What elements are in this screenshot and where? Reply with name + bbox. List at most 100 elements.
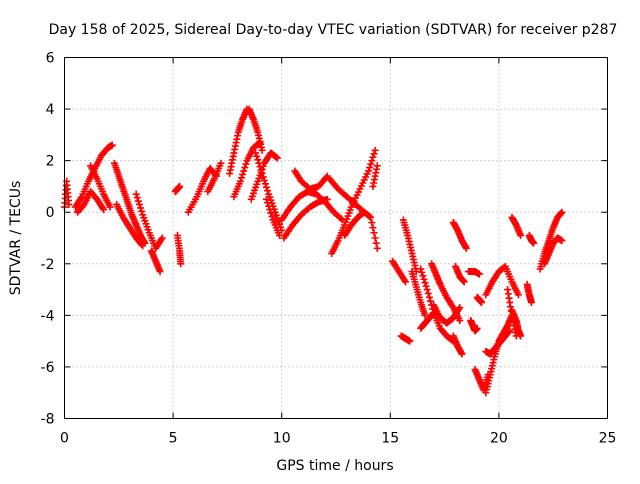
data-point xyxy=(425,293,433,301)
series-arc-40 xyxy=(471,366,492,394)
data-point xyxy=(156,268,164,276)
data-point xyxy=(373,244,381,252)
series-arc-34 xyxy=(451,262,468,286)
data-point xyxy=(240,167,248,175)
data-point xyxy=(323,195,331,203)
series-arc-47 xyxy=(525,231,538,247)
data-point xyxy=(421,311,429,319)
data-point xyxy=(420,275,428,283)
data-point xyxy=(106,203,114,211)
series-arc-20 xyxy=(280,195,331,242)
data-point xyxy=(370,150,378,158)
data-point xyxy=(256,139,264,147)
data-point xyxy=(137,204,145,212)
data-point xyxy=(369,224,377,232)
series-arc-35 xyxy=(449,219,470,252)
data-point xyxy=(108,141,116,149)
data-point xyxy=(367,160,375,168)
data-point xyxy=(456,317,464,325)
data-point xyxy=(132,190,140,198)
series-arc-5 xyxy=(110,159,149,247)
data-point xyxy=(371,146,379,154)
data-point xyxy=(135,200,143,208)
series-arc-6 xyxy=(113,200,147,250)
series-arc-32 xyxy=(428,260,464,325)
data-point xyxy=(426,297,434,305)
series-arc-27 xyxy=(399,216,420,276)
data-point xyxy=(138,207,146,215)
series-arc-13 xyxy=(226,105,251,178)
data-point xyxy=(264,187,272,195)
series-arc-3 xyxy=(74,188,108,216)
data-point xyxy=(517,231,525,239)
series-arc-37 xyxy=(464,268,483,278)
data-point xyxy=(517,332,525,340)
data-point xyxy=(257,166,265,174)
data-point xyxy=(255,139,263,147)
data-point xyxy=(65,200,73,208)
data-point xyxy=(100,206,108,214)
series-arc-15 xyxy=(230,139,264,201)
data-point xyxy=(417,265,425,273)
data-point xyxy=(473,324,481,332)
x-tick-label: 5 xyxy=(169,431,178,447)
series-arc-9 xyxy=(173,231,185,268)
series-arc-18 xyxy=(262,195,284,239)
series-arc-10 xyxy=(184,164,221,216)
y-tick-label: -4 xyxy=(41,308,55,324)
data-point xyxy=(514,291,522,299)
series-arc-11 xyxy=(171,182,184,196)
series-arc-28 xyxy=(397,332,414,345)
series-arc-49 xyxy=(536,208,566,273)
data-point xyxy=(366,164,374,172)
data-point xyxy=(527,298,535,306)
data-point xyxy=(366,213,374,221)
data-point xyxy=(241,164,249,172)
data-point xyxy=(273,154,281,162)
x-tick-label: 15 xyxy=(381,431,399,447)
series-arc-4 xyxy=(87,162,114,211)
data-point xyxy=(261,180,269,188)
data-point xyxy=(372,239,380,247)
data-point xyxy=(138,240,146,248)
series-arc-7 xyxy=(132,190,166,252)
data-point xyxy=(421,279,429,287)
y-tick-label: -8 xyxy=(41,412,55,428)
x-tick-label: 25 xyxy=(599,431,617,447)
series-arc-46 xyxy=(508,306,525,340)
chart-title: Day 158 of 2025, Sidereal Day-to-day VTE… xyxy=(49,22,618,38)
data-point xyxy=(134,197,142,205)
data-point xyxy=(253,152,261,160)
data-point xyxy=(402,278,410,286)
x-axis-title: GPS time / hours xyxy=(276,458,393,474)
x-tick-label: 20 xyxy=(490,431,508,447)
data-point xyxy=(266,206,274,214)
data-point xyxy=(267,209,275,217)
data-point xyxy=(236,177,244,185)
points-layer xyxy=(61,105,566,397)
data-point xyxy=(242,160,250,168)
data-point xyxy=(406,337,414,345)
data-point xyxy=(368,157,376,165)
data-point xyxy=(478,298,486,306)
data-point xyxy=(133,194,141,202)
series-arc-48 xyxy=(523,280,535,306)
data-point xyxy=(423,286,431,294)
data-point xyxy=(558,237,566,245)
data-point xyxy=(373,162,381,170)
data-point xyxy=(475,270,483,278)
series-arc-25 xyxy=(369,162,381,190)
data-point xyxy=(254,156,262,164)
x-tick-label: 0 xyxy=(60,431,69,447)
data-point xyxy=(456,304,464,312)
data-point xyxy=(365,167,373,175)
y-tick-label: -6 xyxy=(41,360,55,376)
data-point xyxy=(259,173,267,181)
data-point xyxy=(368,219,376,227)
series-arc-39 xyxy=(473,293,486,306)
data-point xyxy=(558,208,566,216)
data-point xyxy=(370,229,378,237)
series-arc-38 xyxy=(467,317,481,335)
data-point xyxy=(255,159,263,167)
series-arc-26 xyxy=(388,257,410,286)
